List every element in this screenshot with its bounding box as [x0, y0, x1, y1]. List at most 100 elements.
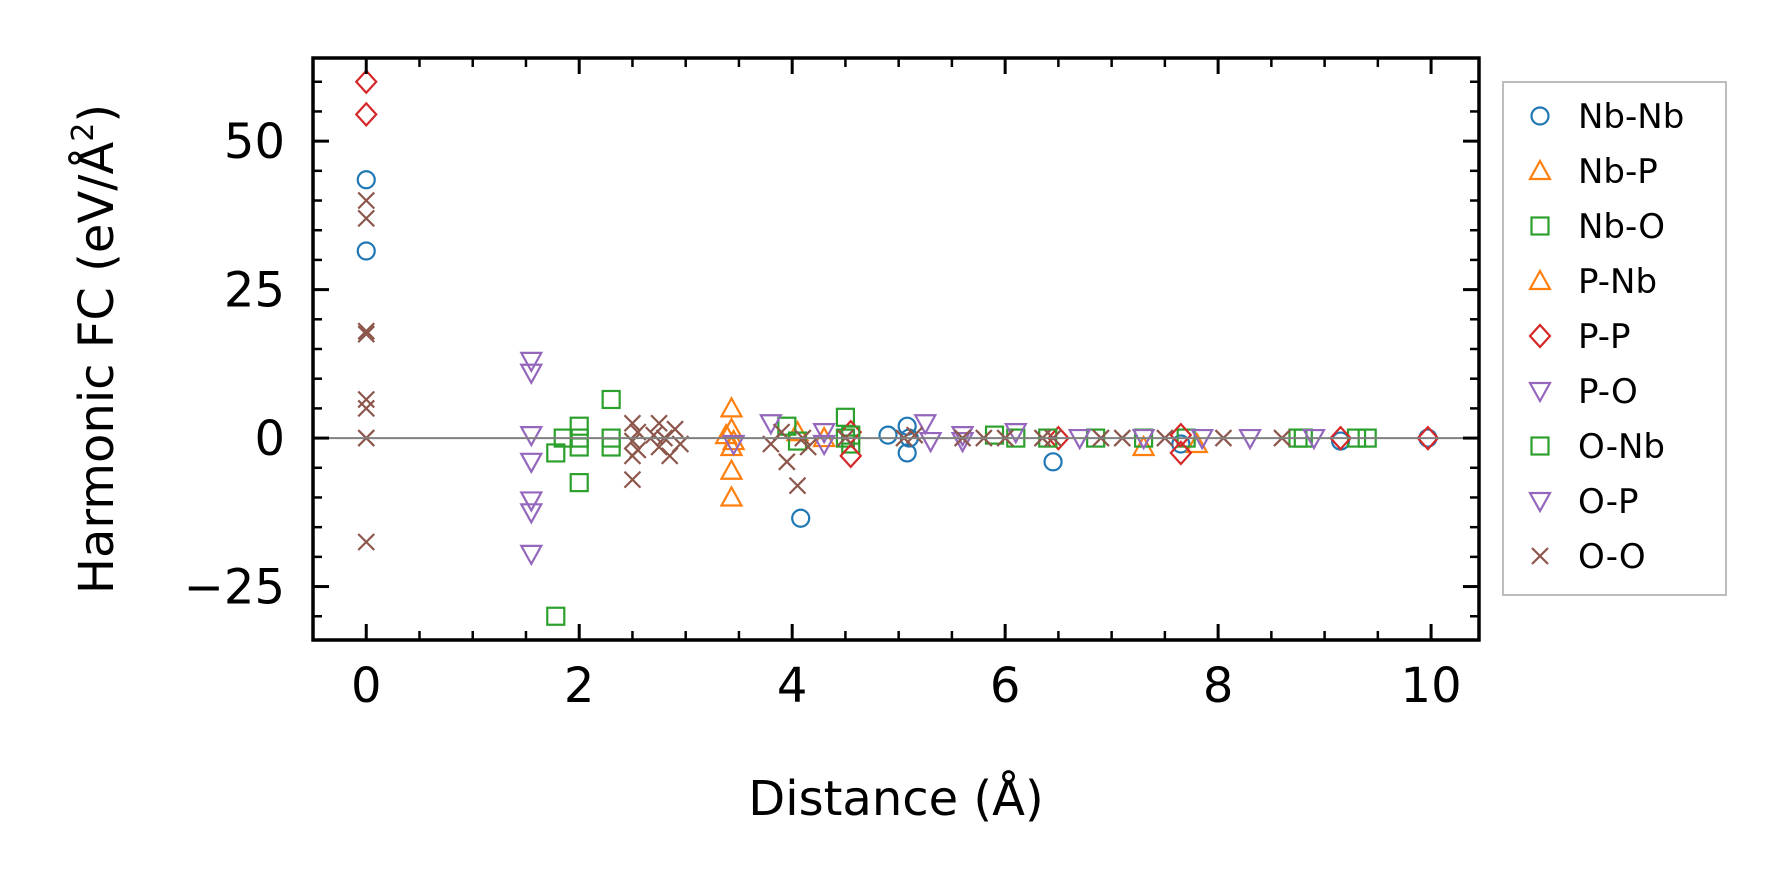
legend-label: O-O [1578, 537, 1646, 577]
point-nb-p-4 [719, 485, 744, 507]
legend-label: O-Nb [1578, 427, 1665, 467]
point-nb-p-0 [719, 396, 744, 418]
point-p-p-7 [1329, 425, 1353, 451]
point-nb-nb-7 [1043, 452, 1063, 472]
point-o-o-29 [905, 426, 924, 444]
point-p-p-6 [1169, 422, 1193, 448]
point-o-o-2 [357, 322, 376, 340]
legend-label: Nb-P [1578, 152, 1658, 192]
legend-marker-o-nb [1530, 436, 1550, 456]
point-o-o-16 [650, 438, 668, 456]
y-tick-label: −25 [184, 560, 285, 616]
point-o-o-13 [628, 441, 647, 459]
point-p-p-4 [1046, 425, 1070, 451]
point-p-p-2 [839, 443, 863, 469]
point-p-p-0 [354, 69, 378, 95]
point-p-o-1 [519, 363, 544, 386]
point-o-o-3 [357, 325, 376, 343]
legend-label: P-O [1578, 372, 1638, 412]
point-o-p-0 [721, 434, 746, 457]
y-tick-label: 50 [224, 114, 285, 170]
x-tick-label: 4 [777, 658, 808, 714]
point-o-o-9 [623, 432, 642, 450]
legend-marker-p-o [1528, 381, 1552, 404]
point-o-o-0 [357, 191, 376, 210]
x-tick-label: 8 [1203, 658, 1234, 714]
point-nb-o-7 [601, 389, 621, 410]
point-nb-o-3 [569, 416, 589, 436]
point-p-o-5 [519, 503, 544, 525]
point-o-o-7 [357, 533, 376, 551]
legend-marker-nb-o [1530, 216, 1550, 236]
point-nb-o-10 [777, 416, 797, 436]
point-o-o-1 [357, 209, 376, 228]
point-p-o-10 [950, 426, 975, 448]
point-nb-o-6 [569, 473, 589, 493]
point-o-p-1 [812, 434, 836, 457]
point-o-o-4 [357, 390, 376, 409]
point-p-o-7 [759, 414, 783, 436]
legend-item-nb-nb: Nb-Nb [1530, 97, 1684, 137]
legend-label: P-Nb [1578, 262, 1657, 302]
point-o-p-3 [950, 431, 975, 454]
point-o-o-26 [799, 438, 817, 456]
point-nb-nb-1 [356, 241, 376, 261]
legend-item-o-o: O-O [1531, 537, 1646, 577]
y-tick-label: 0 [254, 411, 285, 467]
point-p-o-3 [519, 452, 544, 475]
point-o-o-23 [778, 453, 796, 471]
legend-marker-nb-nb [1530, 106, 1550, 126]
point-o-o-14 [644, 426, 663, 444]
legend-label: P-P [1578, 317, 1631, 357]
legend-item-o-nb: O-Nb [1530, 427, 1665, 467]
x-tick-label: 6 [990, 658, 1021, 714]
point-nb-nb-2 [791, 508, 811, 528]
point-o-p-2 [918, 431, 943, 454]
point-p-p-1 [354, 101, 378, 128]
point-p-o-2 [519, 426, 544, 448]
point-nb-nb-3 [878, 425, 898, 445]
legend-item-p-o: P-O [1528, 372, 1638, 412]
point-nb-p-8 [1184, 431, 1209, 454]
legend-item-nb-o: Nb-O [1530, 207, 1665, 247]
point-p-o-6 [519, 544, 544, 567]
legend-label: Nb-Nb [1578, 97, 1684, 137]
tick-labels: 0 2 4 6 8 10 −25 0 25 50 [184, 114, 1462, 714]
point-nb-p-5 [785, 419, 810, 442]
point-o-o-19 [666, 420, 684, 438]
point-p-o-9 [913, 414, 938, 436]
point-p-o-0 [519, 351, 544, 374]
point-nb-o-15 [984, 425, 1005, 445]
legend-label: Nb-O [1578, 207, 1665, 247]
point-p-p-5 [1169, 440, 1193, 466]
point-nb-o-0 [546, 606, 566, 626]
point-o-o-15 [650, 414, 668, 433]
x-tick-label: 2 [564, 658, 595, 714]
legend-items: Nb-Nb Nb-P Nb-O P-Nb P-P P-O O-Nb O-P O-O [1528, 97, 1684, 577]
point-o-o-24 [788, 476, 807, 495]
y-axis-label-close: ) [69, 104, 125, 123]
point-nb-nb-0 [356, 170, 376, 190]
point-p-o-8 [812, 423, 836, 445]
legend-marker-o-p [1528, 491, 1552, 514]
data-markers [354, 69, 1440, 626]
legend-marker-o-o [1531, 547, 1549, 565]
plot-frame [311, 56, 1481, 642]
y-tick-label: 25 [224, 263, 285, 319]
legend-marker-p-nb [1528, 268, 1552, 291]
point-o-o-11 [623, 470, 642, 489]
point-nb-p-3 [719, 458, 744, 480]
x-axis-label: Distance (Å) [748, 770, 1043, 827]
legend-marker-nb-p [1528, 158, 1552, 181]
point-p-nb-1 [721, 428, 746, 451]
point-p-o-4 [519, 491, 544, 513]
point-o-o-5 [357, 399, 376, 418]
y-axis-label: Harmonic FC (eV/Å2) [66, 104, 125, 594]
point-p-p-8 [1416, 425, 1440, 451]
x-tick-label: 10 [1401, 658, 1462, 714]
legend-item-nb-p: Nb-P [1528, 152, 1658, 192]
y-axis-label-main: Harmonic FC (eV/Å [68, 142, 125, 595]
point-o-o-8 [623, 414, 642, 433]
legend-item-p-p: P-P [1528, 317, 1631, 357]
